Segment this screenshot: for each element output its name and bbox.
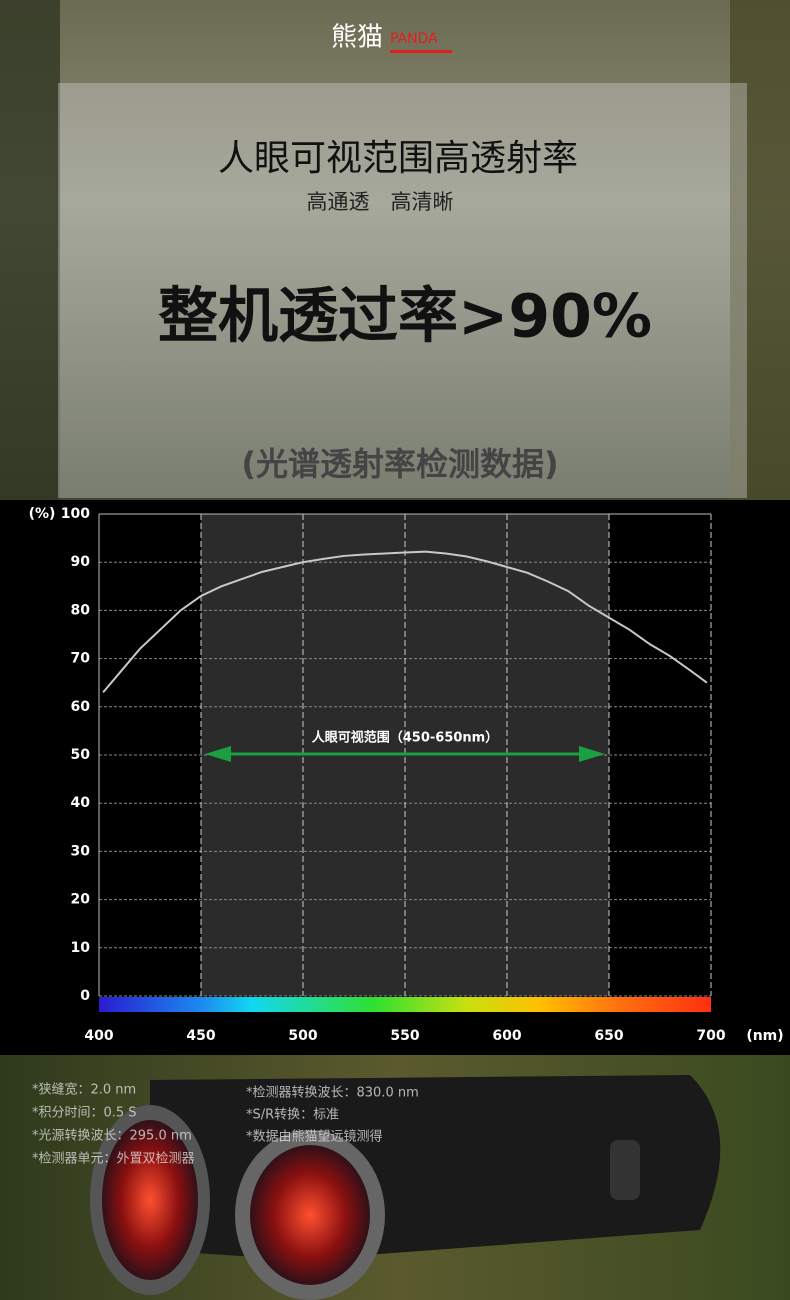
x-tick-label: 550 xyxy=(390,1028,419,1044)
headline-claim: 整机透过率>90% xyxy=(158,282,652,352)
y-tick-label: 80 xyxy=(71,602,91,618)
x-tick-label: 650 xyxy=(594,1028,623,1044)
x-tick-label: 450 xyxy=(186,1028,215,1044)
tree xyxy=(730,0,790,505)
transmittance-line xyxy=(102,550,708,693)
y-tick-label: 30 xyxy=(71,843,91,859)
y-axis-label: (%) xyxy=(29,506,56,522)
headline-caption: (光谱透射率检测数据) xyxy=(241,445,558,483)
note: *数据由熊猫望远镜测得 xyxy=(246,1129,383,1145)
annotation: 人眼可视范围（450-650nm） xyxy=(312,730,498,746)
note: *检测器单元：外置双检测器 xyxy=(32,1152,195,1167)
brand-underline xyxy=(390,50,452,53)
note: *S/R转换：标准 xyxy=(246,1108,339,1123)
arrow-head xyxy=(579,746,605,762)
headline-subtitle: 高通透 高清晰 xyxy=(307,190,454,214)
panel xyxy=(58,83,747,498)
y-tick-label: 60 xyxy=(71,699,91,715)
y-tick-label: 10 xyxy=(71,940,91,956)
y-tick-label: 100 xyxy=(61,506,90,522)
x-tick-label: 700 xyxy=(696,1028,725,1044)
x-tick-label: 600 xyxy=(492,1028,521,1044)
y-tick-label: 90 xyxy=(71,554,91,570)
y-tick-label: 70 xyxy=(71,651,91,667)
note: *积分时间：0.5 S xyxy=(32,1106,137,1121)
x-axis-label: (nm) xyxy=(746,1028,783,1044)
x-tick-label: 500 xyxy=(288,1028,317,1044)
y-tick-label: 20 xyxy=(71,892,91,908)
y-tick-label: 0 xyxy=(80,988,90,1004)
chart: 0 10 20 30 40 50 60 70 80 90 100 400 450 500 550 600 650… xyxy=(29,506,784,1044)
tree xyxy=(0,0,60,505)
headline-title: 人眼可视范围高透射率 xyxy=(218,138,578,179)
arrow-head xyxy=(205,746,231,762)
note: *检测器转换波长：830.0 nm xyxy=(246,1086,419,1101)
y-tick-label: 50 xyxy=(71,747,91,763)
spectrum-bar xyxy=(99,997,711,1012)
binocular xyxy=(90,1075,721,1300)
notes: *狭缝宽：2.0 nm *积分时间：0.5 S *光源转换波长：295.0 nm *检… xyxy=(32,1082,419,1167)
note: *狭缝宽：2.0 nm xyxy=(32,1082,136,1098)
forest-bg xyxy=(0,0,790,505)
y-tick-label: 40 xyxy=(71,795,91,811)
x-tick-label: 400 xyxy=(84,1028,113,1044)
brand-tag: PANDA xyxy=(390,31,438,47)
brand-name: 熊猫 xyxy=(331,23,383,53)
note: *光源转换波长：295.0 nm xyxy=(32,1129,192,1144)
